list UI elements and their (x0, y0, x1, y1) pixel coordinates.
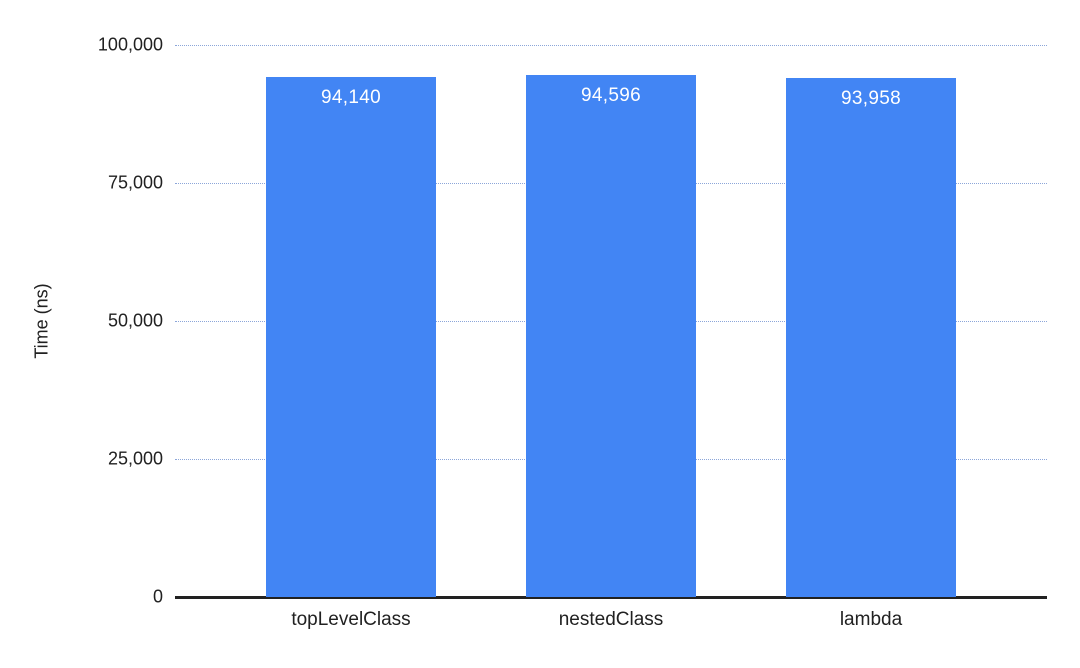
bar-value-label: 94,596 (581, 84, 641, 106)
x-category-label: topLevelClass (291, 609, 411, 630)
bar-nestedClass: 94,596 (526, 74, 696, 597)
x-category-label: lambda (839, 609, 903, 630)
y-axis-ticks: 0 25,000 50,000 75,000 100,000 (0, 35, 163, 607)
bar-value-label: 93,958 (841, 88, 901, 110)
bar-lambda: 93,958 (786, 78, 956, 597)
x-axis-baseline (175, 596, 1047, 599)
bar-topLevelClass: 94,140 (266, 77, 436, 597)
y-tick-label: 0 (152, 586, 163, 607)
x-category-label: nestedClass (558, 609, 664, 630)
y-tick-label: 75,000 (107, 172, 163, 193)
y-tick-label: 25,000 (107, 448, 163, 469)
x-axis-labels: topLevelClass nestedClass lambda (175, 609, 1047, 635)
bar-value-label: 94,140 (321, 87, 381, 109)
y-tick-label: 100,000 (97, 34, 163, 55)
plot-area: 94,140 94,596 93,958 (175, 45, 1047, 599)
gridline (175, 45, 1047, 46)
y-tick-label: 50,000 (107, 310, 163, 331)
